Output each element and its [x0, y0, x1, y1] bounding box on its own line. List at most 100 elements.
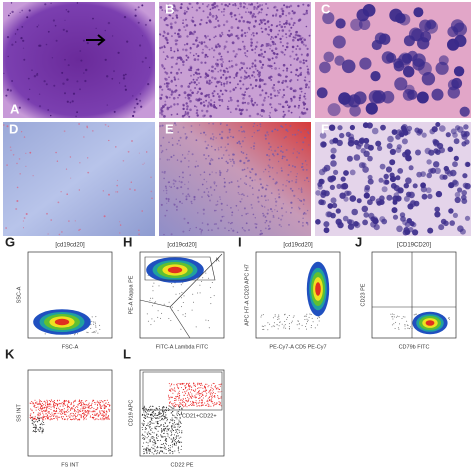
cell	[203, 178, 205, 181]
event-dot	[159, 439, 161, 441]
event-dot	[404, 324, 406, 325]
cell	[162, 34, 165, 38]
event-dot	[161, 418, 163, 420]
event-dot	[168, 318, 170, 319]
event-dot	[174, 406, 176, 408]
cell	[267, 199, 269, 201]
cell	[251, 135, 253, 138]
cell	[252, 145, 255, 148]
cell	[178, 176, 181, 178]
cell	[236, 99, 240, 103]
cell	[272, 14, 275, 17]
event-dot	[74, 418, 76, 420]
cell	[301, 36, 304, 40]
cell	[137, 21, 140, 24]
event-dot	[73, 410, 75, 412]
event-dot	[205, 272, 207, 274]
cell	[302, 43, 305, 46]
cell	[270, 192, 273, 194]
cell	[180, 181, 183, 184]
event-dot	[69, 414, 71, 416]
event-dot	[149, 441, 151, 443]
event-dot	[103, 414, 105, 416]
event-dot	[81, 413, 83, 414]
event-dot	[52, 400, 54, 402]
event-dot	[42, 429, 44, 431]
cell	[217, 19, 220, 22]
cell	[433, 161, 440, 168]
event-dot	[95, 326, 97, 328]
cell	[208, 173, 211, 176]
event-dot	[170, 384, 172, 386]
cell	[277, 90, 279, 92]
cell	[172, 97, 176, 100]
event-dot	[79, 414, 80, 416]
cell	[286, 130, 289, 133]
event-dot	[154, 443, 156, 445]
cell	[206, 16, 209, 19]
cell	[269, 111, 272, 114]
cell	[238, 108, 241, 111]
event-dot	[66, 415, 68, 417]
event-dot	[181, 432, 183, 434]
cell	[205, 99, 208, 102]
cell	[231, 165, 234, 167]
cell	[204, 55, 207, 59]
cell	[277, 103, 280, 105]
cell	[169, 105, 173, 108]
event-dot	[41, 401, 43, 402]
cell	[435, 61, 449, 75]
cell	[247, 11, 250, 14]
cell	[185, 198, 188, 201]
cell	[202, 212, 205, 215]
cell	[453, 66, 465, 77]
event-dot	[37, 414, 39, 416]
cell	[464, 215, 471, 221]
event-dot	[146, 448, 148, 450]
cell	[346, 155, 353, 162]
event-dot	[306, 323, 307, 325]
event-dot	[187, 389, 189, 391]
event-dot	[217, 388, 219, 390]
cell	[285, 33, 287, 35]
event-dot	[61, 411, 63, 413]
event-dot	[143, 417, 145, 418]
event-dot	[197, 392, 199, 394]
event-dot	[50, 399, 52, 401]
event-dot	[157, 445, 159, 447]
cell	[206, 5, 209, 8]
cell	[164, 100, 167, 103]
cell	[223, 178, 225, 180]
cell	[392, 199, 398, 205]
cell	[264, 137, 267, 140]
cell	[336, 183, 342, 189]
event-dot	[54, 413, 55, 415]
cell	[248, 114, 252, 118]
cell	[250, 38, 253, 41]
cell	[195, 78, 199, 82]
cell	[76, 2, 79, 4]
event-dot	[175, 406, 177, 407]
cell	[261, 186, 264, 189]
cell	[206, 55, 209, 58]
cell	[260, 55, 263, 58]
event-dot	[176, 435, 178, 437]
cell	[116, 191, 119, 193]
event-dot	[32, 412, 34, 414]
event-dot	[168, 405, 170, 407]
event-dot	[204, 389, 206, 391]
event-dot	[71, 408, 72, 410]
cell	[274, 47, 278, 50]
event-dot	[151, 428, 153, 430]
event-dot	[80, 415, 82, 417]
cell	[208, 79, 211, 83]
cell	[289, 4, 293, 8]
event-dot	[168, 301, 170, 303]
cell	[19, 173, 22, 175]
cell	[19, 11, 21, 13]
event-dot	[154, 302, 156, 304]
cell	[161, 46, 164, 49]
event-dot	[219, 391, 221, 393]
cell	[349, 195, 357, 202]
event-dot	[151, 452, 153, 454]
